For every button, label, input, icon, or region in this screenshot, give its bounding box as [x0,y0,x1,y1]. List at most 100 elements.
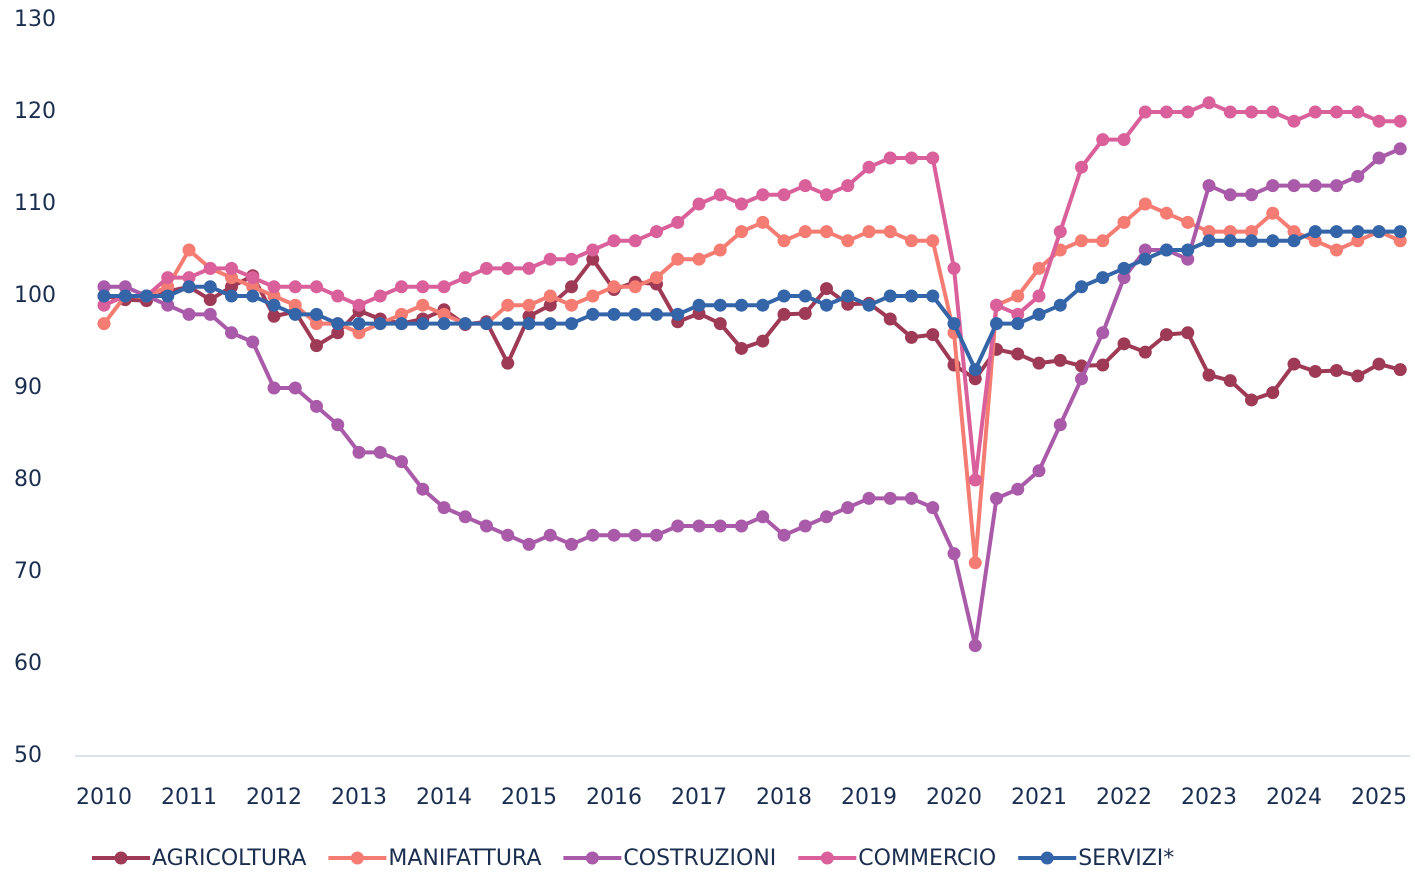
data-point [862,160,876,174]
x-tick-label: 2020 [926,785,982,810]
data-point [437,280,451,294]
legend-label: COMMERCIO [858,846,996,871]
data-point [118,280,132,294]
x-tick-label: 2022 [1096,785,1152,810]
data-point [565,537,578,551]
data-point [225,271,238,285]
data-point [586,252,600,266]
data-point [416,482,430,496]
data-point [331,289,345,303]
data-point [735,298,748,312]
data-point [1011,317,1025,331]
data-point [671,519,685,533]
y-tick-label: 120 [14,99,56,124]
data-point [713,188,727,202]
x-tick-label: 2012 [246,785,302,810]
data-point [543,289,557,303]
data-point [1117,337,1131,351]
data-point [1202,368,1216,382]
data-point [1117,133,1131,147]
data-point [905,289,918,303]
data-point [522,261,536,275]
data-point [480,317,493,331]
legend-label: MANIFATTURA [388,846,541,871]
data-point [735,197,748,211]
data-point [756,215,770,229]
data-point [1308,225,1322,239]
data-point [692,519,706,533]
data-point [798,519,812,533]
data-point [905,234,918,248]
data-point [331,418,345,432]
legend-marker [350,851,364,865]
data-point [1160,328,1173,342]
data-point [522,298,536,312]
data-point [1096,133,1110,147]
data-point [565,317,578,331]
data-point [480,519,493,533]
data-point [1181,243,1195,257]
data-point [628,307,642,321]
legend-label: COSTRUZIONI [623,846,776,871]
data-point [246,280,260,294]
data-point [1075,372,1088,386]
data-point [883,225,897,239]
data-point [501,317,515,331]
data-point [1266,105,1280,119]
data-point [246,335,260,349]
data-point [1160,105,1173,119]
data-point [650,225,663,239]
data-point [522,537,536,551]
data-point [586,307,600,321]
data-point [713,298,727,312]
data-point [926,289,940,303]
x-tick-label: 2014 [416,785,472,810]
data-point [1287,114,1301,128]
x-tick-label: 2023 [1181,785,1237,810]
data-point [1308,364,1322,378]
data-point [1266,386,1280,400]
x-tick-label: 2021 [1011,785,1067,810]
data-point [225,280,238,294]
y-tick-label: 110 [14,191,56,216]
data-point [310,399,323,413]
data-point [820,510,833,524]
series-line [104,146,1402,648]
data-point [416,298,430,312]
data-point [1160,243,1173,257]
y-tick-label: 80 [14,467,42,492]
data-point [97,298,111,312]
data-point [161,271,175,285]
data-point [713,519,727,533]
data-point [310,317,323,331]
data-point [671,307,685,321]
data-point [288,298,302,312]
data-point [1223,234,1237,248]
data-point [990,298,1003,312]
data-point [1330,225,1343,239]
data-point [1372,114,1386,128]
data-point [905,151,918,165]
data-point [947,317,961,331]
data-point [777,307,791,321]
data-point [650,307,663,321]
data-point [820,298,833,312]
data-point [182,271,196,285]
data-point [310,339,323,353]
data-point [968,372,982,386]
data-point [1393,363,1407,377]
data-point [820,188,833,202]
data-point [607,528,621,542]
data-point [543,528,557,542]
data-point [1245,225,1258,239]
data-point [650,271,663,285]
data-point [1117,215,1131,229]
data-point [565,280,578,294]
data-point [395,280,408,294]
data-point [1245,393,1258,407]
y-tick-label: 70 [14,559,42,584]
data-point [1075,280,1088,294]
data-point [1308,179,1322,193]
data-point [203,280,217,294]
data-point [1287,357,1301,371]
